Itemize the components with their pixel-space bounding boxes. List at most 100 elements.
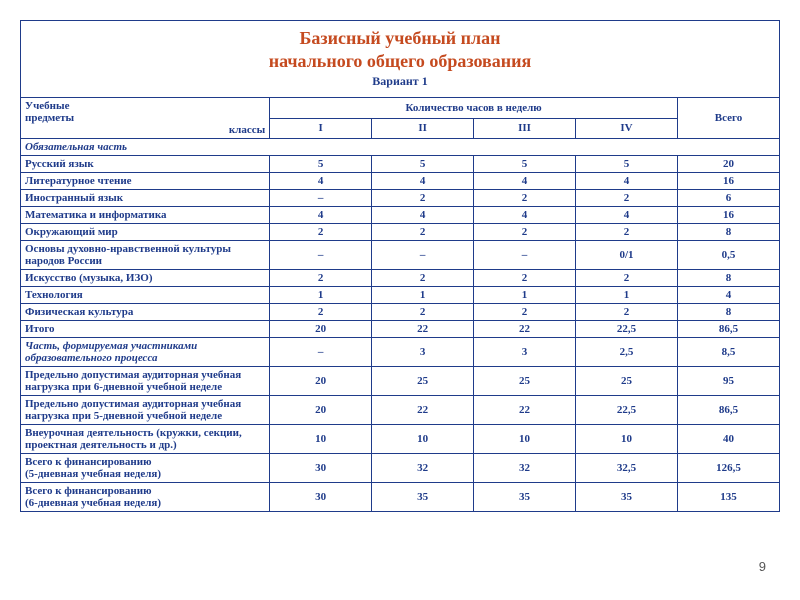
subject-value: 0/1 <box>576 241 678 270</box>
title-cell: Базисный учебный план начального общего … <box>21 21 780 98</box>
summary-value: 10 <box>372 425 474 454</box>
subject-value: 2 <box>474 304 576 321</box>
subject-label: Литературное чтение <box>21 173 270 190</box>
summary-value: 30 <box>270 454 372 483</box>
summary-label: Предельно допустимая аудиторная учебная … <box>21 396 270 425</box>
subject-row: Математика и информатика444416 <box>21 207 780 224</box>
subject-label: Основы духовно-нравственной культуры нар… <box>21 241 270 270</box>
summary-row: Предельно допустимая аудиторная учебная … <box>21 367 780 396</box>
summary-label: Всего к финансированию (6-дневная учебна… <box>21 483 270 512</box>
subject-value: 8 <box>677 224 779 241</box>
subject-value: 0,5 <box>677 241 779 270</box>
summary-value: 30 <box>270 483 372 512</box>
subject-label: Физическая культура <box>21 304 270 321</box>
summary-row: Всего к финансированию (5-дневная учебна… <box>21 454 780 483</box>
subject-value: 5 <box>474 156 576 173</box>
subject-value: – <box>270 190 372 207</box>
summary-value: 126,5 <box>677 454 779 483</box>
summary-value: 22 <box>372 396 474 425</box>
subject-value: 2 <box>576 270 678 287</box>
page-number: 9 <box>759 559 766 574</box>
subject-value: 20 <box>677 156 779 173</box>
itogo-v2: 22 <box>372 321 474 338</box>
subject-value: 1 <box>372 287 474 304</box>
summary-label: Всего к финансированию (5-дневная учебна… <box>21 454 270 483</box>
section2-v1: – <box>270 338 372 367</box>
header-hours: Количество часов в неделю <box>270 98 678 119</box>
summary-row: Всего к финансированию (6-дневная учебна… <box>21 483 780 512</box>
subject-value: 4 <box>270 207 372 224</box>
subject-row: Окружающий мир22228 <box>21 224 780 241</box>
subject-value: 2 <box>474 190 576 207</box>
subject-label: Искусство (музыка, ИЗО) <box>21 270 270 287</box>
col-I: I <box>270 118 372 139</box>
subject-row: Основы духовно-нравственной культуры нар… <box>21 241 780 270</box>
itogo-v1: 20 <box>270 321 372 338</box>
subject-row: Искусство (музыка, ИЗО)22228 <box>21 270 780 287</box>
summary-value: 40 <box>677 425 779 454</box>
summary-row: Внеурочная деятельность (кружки, секции,… <box>21 425 780 454</box>
subject-value: 8 <box>677 304 779 321</box>
summary-value: 32 <box>474 454 576 483</box>
summary-value: 95 <box>677 367 779 396</box>
subject-value: 2 <box>372 304 474 321</box>
subject-value: 16 <box>677 207 779 224</box>
subject-value: 2 <box>372 270 474 287</box>
summary-value: 86,5 <box>677 396 779 425</box>
subject-value: 2 <box>474 224 576 241</box>
summary-value: 35 <box>372 483 474 512</box>
subject-value: 4 <box>270 173 372 190</box>
subject-value: 6 <box>677 190 779 207</box>
col-IV: IV <box>576 118 678 139</box>
subjects-label-1: Учебные <box>25 100 265 112</box>
curriculum-table: Базисный учебный план начального общего … <box>20 20 780 512</box>
section-mandatory: Обязательная часть <box>21 139 780 156</box>
summary-value: 10 <box>270 425 372 454</box>
subject-value: – <box>270 241 372 270</box>
summary-value: 25 <box>474 367 576 396</box>
subject-value: 2 <box>576 190 678 207</box>
summary-label: Предельно допустимая аудиторная учебная … <box>21 367 270 396</box>
subjects-label-2: предметы <box>25 112 265 124</box>
itogo-v3: 22 <box>474 321 576 338</box>
itogo-total: 86,5 <box>677 321 779 338</box>
subject-value: 5 <box>372 156 474 173</box>
summary-value: 35 <box>474 483 576 512</box>
subject-value: 2 <box>576 224 678 241</box>
title-line1: Базисный учебный план <box>25 27 775 50</box>
subject-value: 2 <box>576 304 678 321</box>
section2-v4: 2,5 <box>576 338 678 367</box>
title-variant: Вариант 1 <box>25 74 775 89</box>
summary-value: 32,5 <box>576 454 678 483</box>
summary-value: 32 <box>372 454 474 483</box>
col-III: III <box>474 118 576 139</box>
subject-value: 5 <box>270 156 372 173</box>
subject-row: Русский язык555520 <box>21 156 780 173</box>
subject-value: 4 <box>576 207 678 224</box>
subject-value: – <box>372 241 474 270</box>
subject-label: Иностранный язык <box>21 190 270 207</box>
subject-value: 4 <box>474 207 576 224</box>
subject-value: 4 <box>677 287 779 304</box>
subject-value: 1 <box>270 287 372 304</box>
summary-value: 135 <box>677 483 779 512</box>
header-total: Всего <box>677 98 779 139</box>
summary-value: 20 <box>270 396 372 425</box>
summary-value: 10 <box>474 425 576 454</box>
subject-value: 2 <box>270 224 372 241</box>
itogo-v4: 22,5 <box>576 321 678 338</box>
subject-label: Технология <box>21 287 270 304</box>
summary-value: 10 <box>576 425 678 454</box>
subject-label: Русский язык <box>21 156 270 173</box>
subject-value: 4 <box>372 173 474 190</box>
row-participants-part: Часть, формируемая участниками образоват… <box>21 338 780 367</box>
subject-label: Математика и информатика <box>21 207 270 224</box>
summary-row: Предельно допустимая аудиторная учебная … <box>21 396 780 425</box>
subject-value: 16 <box>677 173 779 190</box>
summary-value: 35 <box>576 483 678 512</box>
subject-value: 2 <box>372 224 474 241</box>
classes-label: классы <box>25 124 265 136</box>
subject-value: 2 <box>270 304 372 321</box>
subject-value: 4 <box>372 207 474 224</box>
subject-value: 4 <box>474 173 576 190</box>
